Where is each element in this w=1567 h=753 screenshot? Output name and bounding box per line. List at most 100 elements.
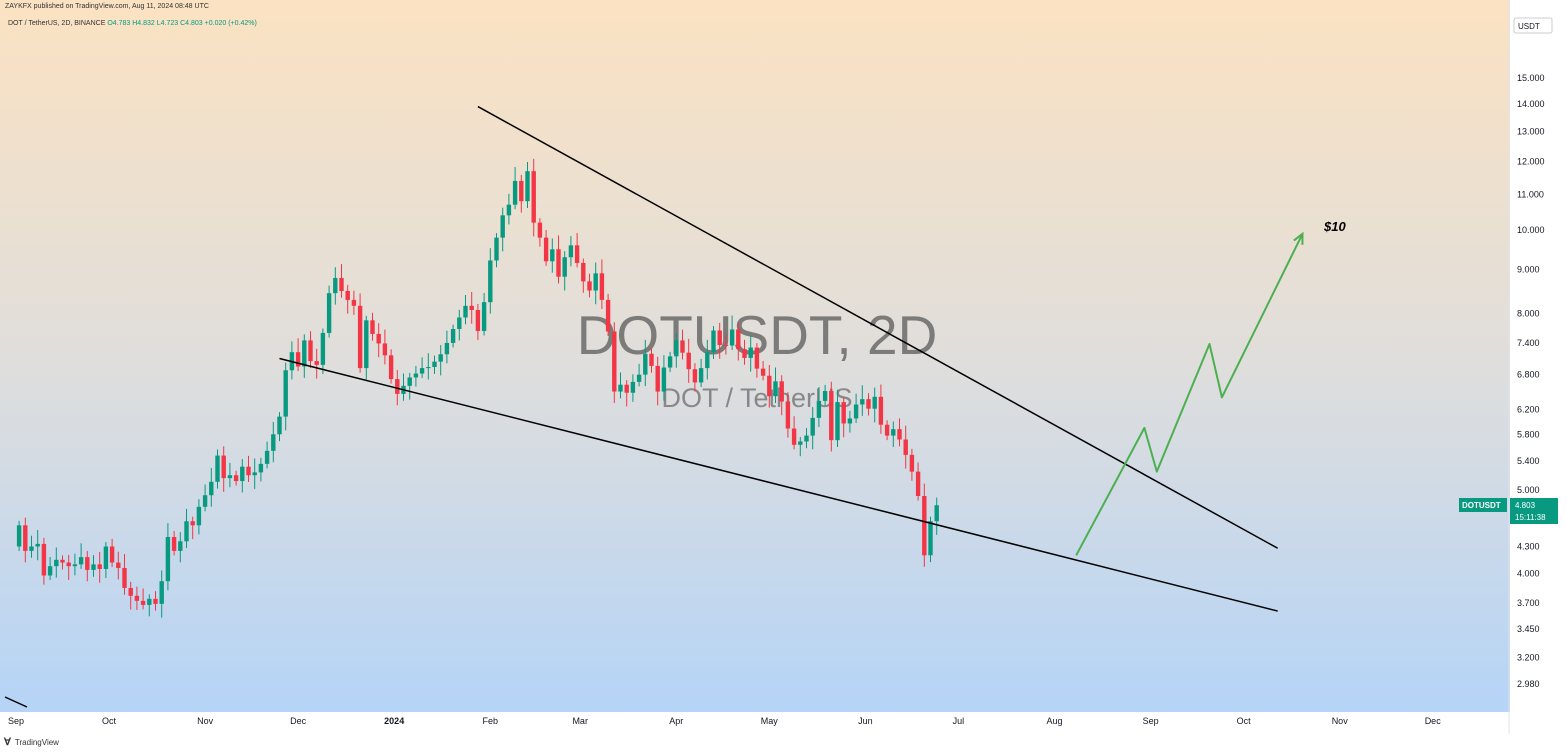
candle-body <box>550 249 555 262</box>
candle-body <box>903 439 908 455</box>
candle-body <box>252 472 257 476</box>
candle-body <box>364 320 369 369</box>
candle-body <box>333 277 338 294</box>
candle-body <box>686 352 691 370</box>
candle-body <box>457 317 462 330</box>
time-axis-background <box>0 712 1567 734</box>
candle-body <box>308 340 313 362</box>
candle-body <box>816 400 822 418</box>
candle-body <box>829 390 834 441</box>
candle-body <box>426 367 431 369</box>
candle-body <box>382 343 388 356</box>
y-tick-label: 14.000 <box>1517 99 1545 109</box>
candle-body <box>928 521 933 556</box>
currency-button[interactable]: USDT <box>1513 17 1553 34</box>
candle-body <box>488 260 493 303</box>
x-tick-label: 2024 <box>384 716 404 726</box>
candle-body <box>822 390 828 401</box>
candle-body <box>791 428 797 445</box>
candle-body <box>878 396 884 425</box>
candle-body <box>302 340 307 367</box>
candle-body <box>779 381 784 402</box>
candle-body <box>147 598 152 605</box>
y-tick-label: 7.400 <box>1517 338 1540 348</box>
candle-body <box>605 299 611 332</box>
projection-line <box>1075 233 1304 556</box>
candle-body <box>277 416 282 435</box>
candle-body <box>773 381 778 397</box>
candle-body <box>314 361 319 365</box>
candle-body <box>556 249 561 277</box>
candle-body <box>370 320 375 334</box>
candle-body <box>29 546 34 551</box>
candle-body <box>16 525 22 547</box>
y-tick-label: 11.000 <box>1517 189 1544 199</box>
candle-body <box>72 564 78 567</box>
price-tag-countdown: 15:11:38 <box>1515 513 1546 522</box>
candle-body <box>413 373 419 378</box>
y-tick-label: 12.000 <box>1517 157 1545 167</box>
target-label: $10 <box>1323 219 1346 234</box>
candle-body <box>66 562 71 567</box>
candle-body <box>655 365 660 392</box>
symbol-legend: DOT / TetherUS, 2D, BINANCE O4.783 H4.83… <box>8 20 257 27</box>
y-tick-label: 9.000 <box>1517 265 1540 275</box>
candle-body <box>767 375 772 397</box>
candle-body <box>736 329 741 350</box>
x-tick-label: Mar <box>572 716 588 726</box>
y-tick-label: 3.450 <box>1517 624 1540 634</box>
candle-body <box>692 369 698 383</box>
x-tick-label: Dec <box>1425 716 1442 726</box>
candle-body <box>760 368 766 376</box>
candle-body <box>568 245 574 258</box>
candle-body <box>748 347 753 358</box>
candle-body <box>78 557 84 565</box>
candle-body <box>891 429 896 436</box>
candle-body <box>574 245 580 263</box>
candle-body <box>438 354 443 362</box>
ohlc-values: O4.783 H4.832 L4.723 C4.803 +0.020 (+0.4… <box>107 20 257 27</box>
publish-info: ZAYKFX published on TradingView.com, Aug… <box>5 3 209 10</box>
y-tick-label: 13.000 <box>1517 127 1545 137</box>
candle-body <box>240 466 245 482</box>
candle-body <box>915 471 921 496</box>
x-tick-label: Nov <box>197 716 214 726</box>
candle-body <box>419 368 425 374</box>
y-tick-label: 5.400 <box>1517 456 1540 466</box>
x-tick-label: Sep <box>1143 716 1159 726</box>
candle-body <box>543 237 549 262</box>
candle-body <box>165 537 171 582</box>
candle-body <box>326 293 332 333</box>
candle-body <box>85 557 90 570</box>
candle-body <box>475 309 481 331</box>
x-tick-label: Feb <box>483 716 499 726</box>
candle-body <box>395 379 400 394</box>
candle-body <box>897 429 902 440</box>
price-tag-symbol: DOTUSDT <box>1462 501 1501 510</box>
candle-body <box>463 305 468 318</box>
y-tick-label: 4.300 <box>1517 542 1540 552</box>
candle-body <box>178 541 183 551</box>
candle-body <box>562 257 567 277</box>
candle-body <box>134 595 140 601</box>
candle-body <box>909 454 915 472</box>
tradingview-logo-icon: ∀ <box>4 737 11 748</box>
candle-body <box>35 543 40 547</box>
candle-body <box>853 404 859 419</box>
candle-body <box>612 331 617 392</box>
price-tag: DOTUSDT 4.803 15:11:38 <box>1459 498 1558 524</box>
x-tick-label: Oct <box>1237 716 1252 726</box>
candle-body <box>636 374 642 382</box>
x-tick-label: May <box>761 716 779 726</box>
candle-body <box>469 305 474 310</box>
candle-body <box>357 305 363 369</box>
projection-path <box>1075 231 1304 556</box>
candle-body <box>233 475 239 482</box>
candle-body <box>376 333 381 344</box>
candle-body <box>922 495 927 556</box>
candle-body <box>283 370 288 417</box>
candle-body <box>227 475 233 479</box>
y-tick-label: 15.000 <box>1517 73 1545 83</box>
candle-body <box>54 559 59 567</box>
